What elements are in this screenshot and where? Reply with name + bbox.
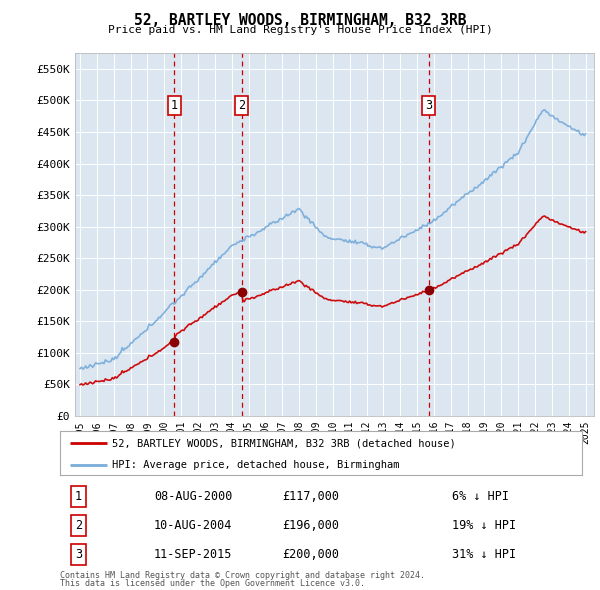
Text: 19% ↓ HPI: 19% ↓ HPI [452, 519, 515, 532]
Text: 2: 2 [238, 99, 245, 112]
Text: 52, BARTLEY WOODS, BIRMINGHAM, B32 3RB: 52, BARTLEY WOODS, BIRMINGHAM, B32 3RB [134, 13, 466, 28]
Text: 6% ↓ HPI: 6% ↓ HPI [452, 490, 509, 503]
Text: 3: 3 [75, 548, 82, 561]
Text: This data is licensed under the Open Government Licence v3.0.: This data is licensed under the Open Gov… [60, 579, 365, 588]
Text: Contains HM Land Registry data © Crown copyright and database right 2024.: Contains HM Land Registry data © Crown c… [60, 571, 425, 579]
Text: 3: 3 [425, 99, 433, 112]
Text: 1: 1 [171, 99, 178, 112]
Text: 2: 2 [75, 519, 82, 532]
Text: 31% ↓ HPI: 31% ↓ HPI [452, 548, 515, 561]
Text: Price paid vs. HM Land Registry's House Price Index (HPI): Price paid vs. HM Land Registry's House … [107, 25, 493, 35]
Text: 10-AUG-2004: 10-AUG-2004 [154, 519, 232, 532]
Text: 11-SEP-2015: 11-SEP-2015 [154, 548, 232, 561]
Text: £200,000: £200,000 [282, 548, 339, 561]
Text: £196,000: £196,000 [282, 519, 339, 532]
Text: £117,000: £117,000 [282, 490, 339, 503]
Text: HPI: Average price, detached house, Birmingham: HPI: Average price, detached house, Birm… [112, 460, 400, 470]
Text: 52, BARTLEY WOODS, BIRMINGHAM, B32 3RB (detached house): 52, BARTLEY WOODS, BIRMINGHAM, B32 3RB (… [112, 438, 456, 448]
Text: 08-AUG-2000: 08-AUG-2000 [154, 490, 232, 503]
Text: 1: 1 [75, 490, 82, 503]
